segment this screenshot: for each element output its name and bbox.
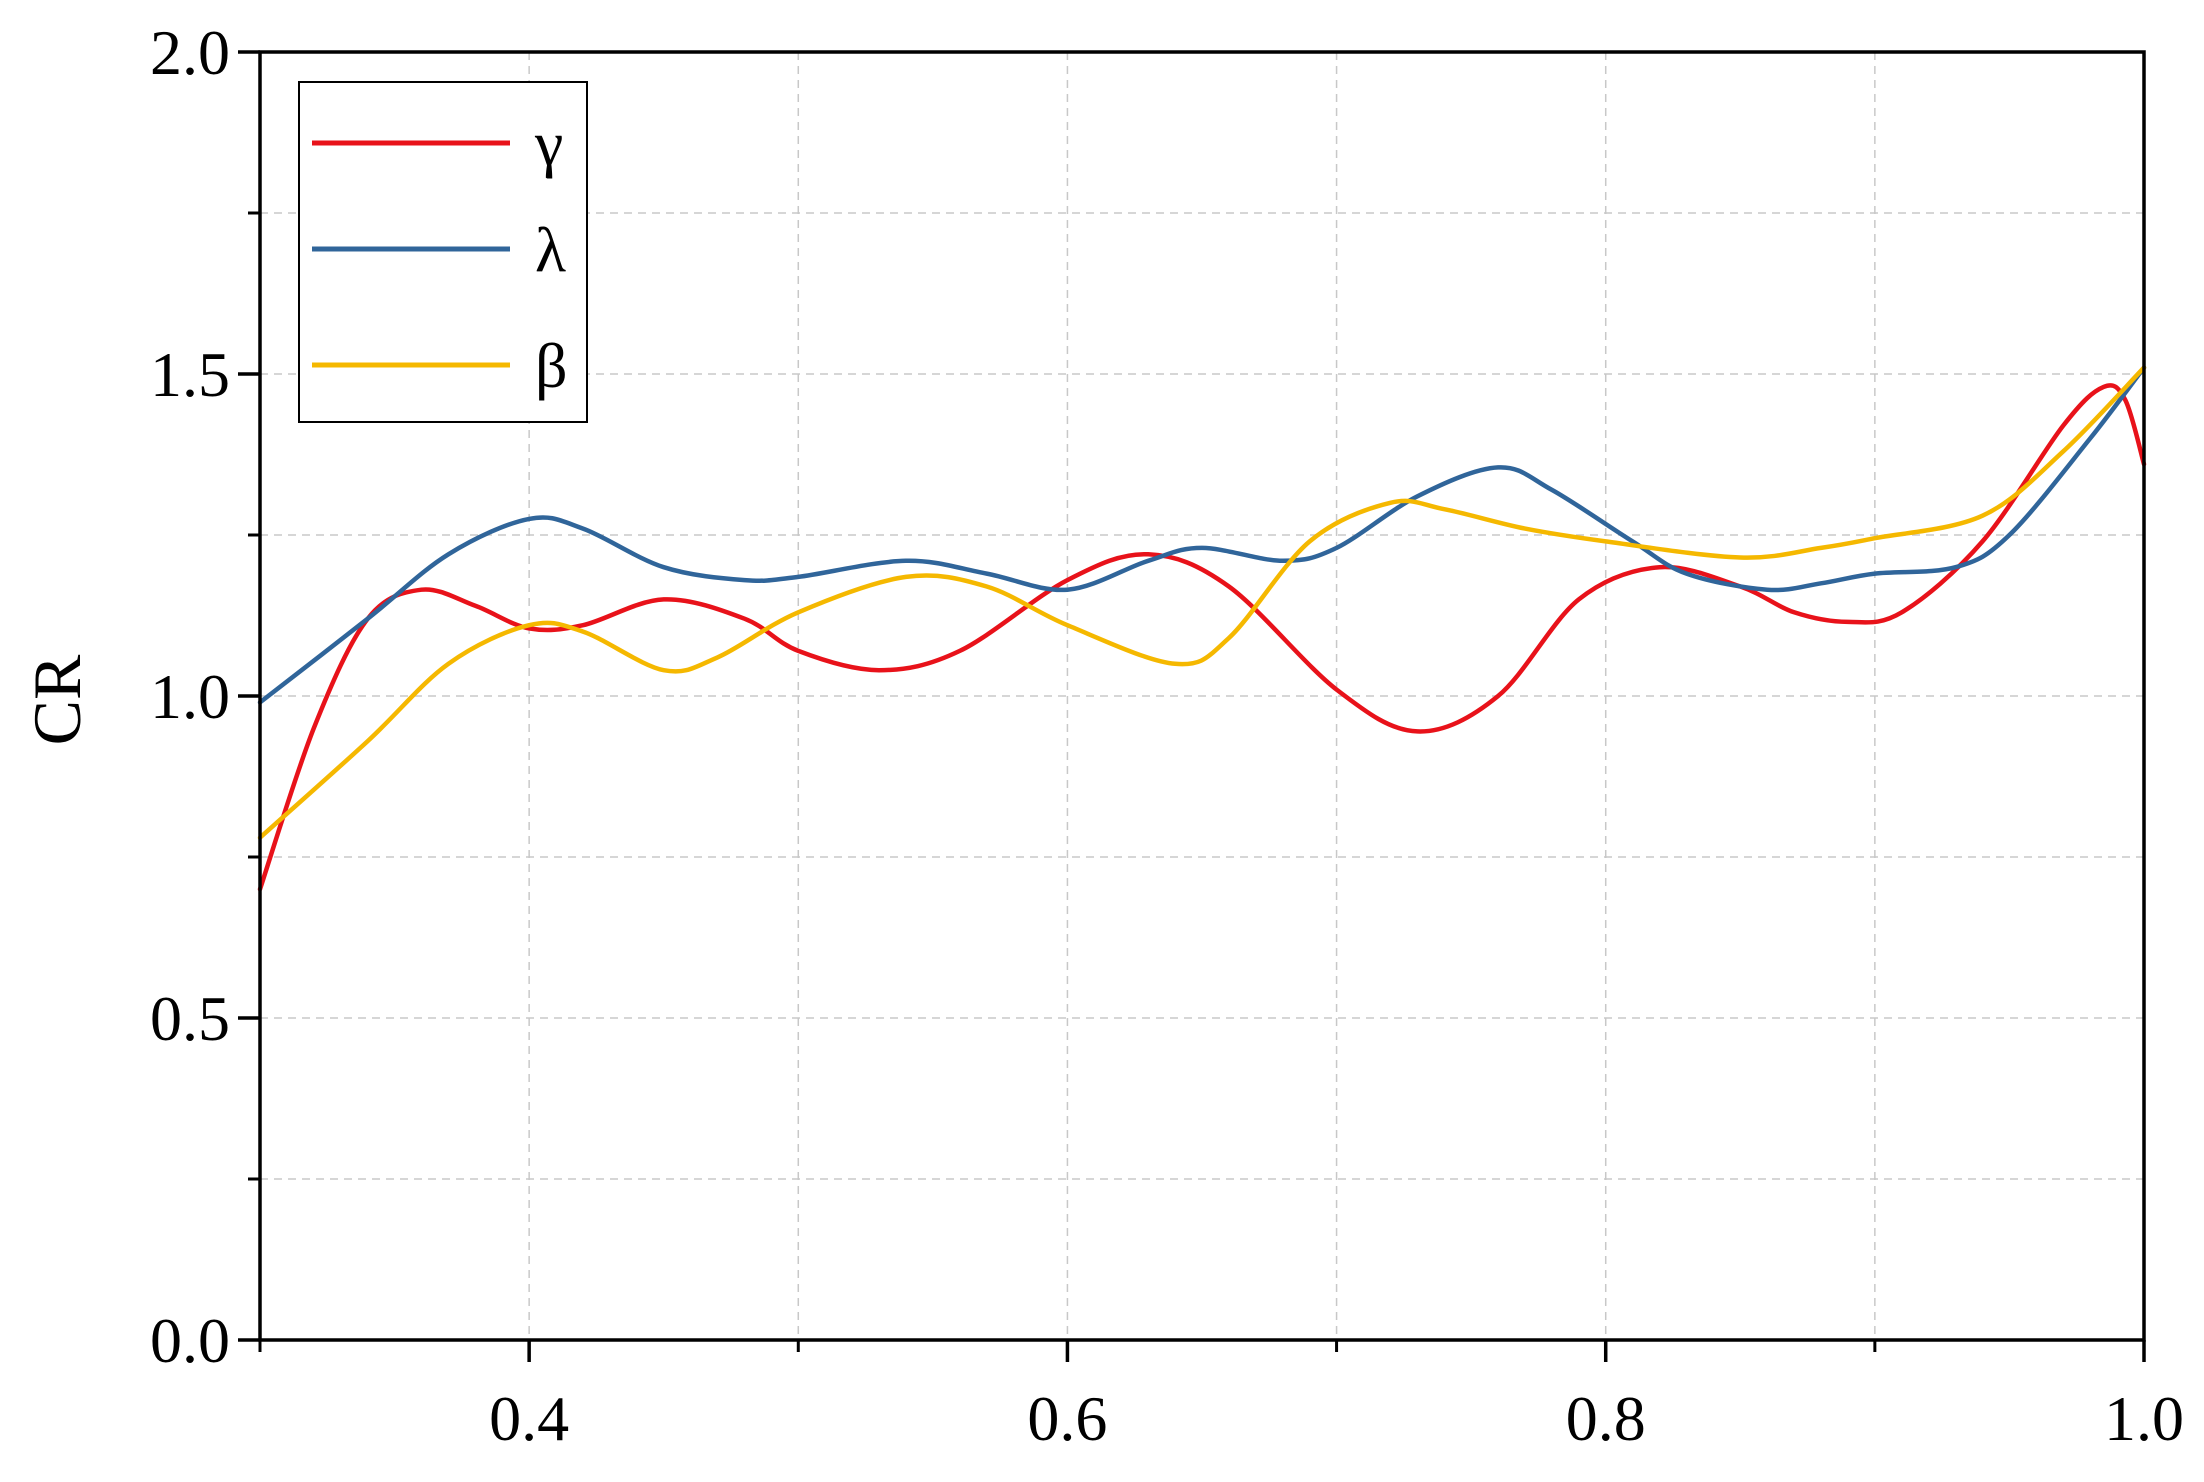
legend-label-beta: β	[535, 330, 568, 401]
series-lambda-line	[257, 365, 2147, 705]
series-beta-line	[257, 365, 2147, 840]
series-layer	[257, 365, 2147, 892]
x-tick-label: 0.6	[1027, 1383, 1107, 1454]
y-tick-label: 0.5	[150, 983, 230, 1054]
y-axis-title: CR	[19, 654, 95, 745]
ticks: 0.0 0.5 1.0 1.5 2.0 0.4 0.6 0.8 1.0	[150, 17, 2184, 1454]
y-tick-label: 2.0	[150, 17, 230, 88]
y-tick-label: 1.5	[150, 339, 230, 410]
x-tick-label: 1.0	[2104, 1383, 2184, 1454]
x-tick-label: 0.4	[489, 1383, 569, 1454]
series-gamma-line	[257, 383, 2147, 892]
legend: γλβ	[298, 81, 588, 423]
y-tick-label: 0.0	[150, 1305, 230, 1376]
legend-label-gamma: γ	[534, 108, 563, 179]
x-tick-label: 0.8	[1566, 1383, 1646, 1454]
legend-label-lambda: λ	[535, 214, 566, 285]
y-tick-label: 1.0	[150, 661, 230, 732]
